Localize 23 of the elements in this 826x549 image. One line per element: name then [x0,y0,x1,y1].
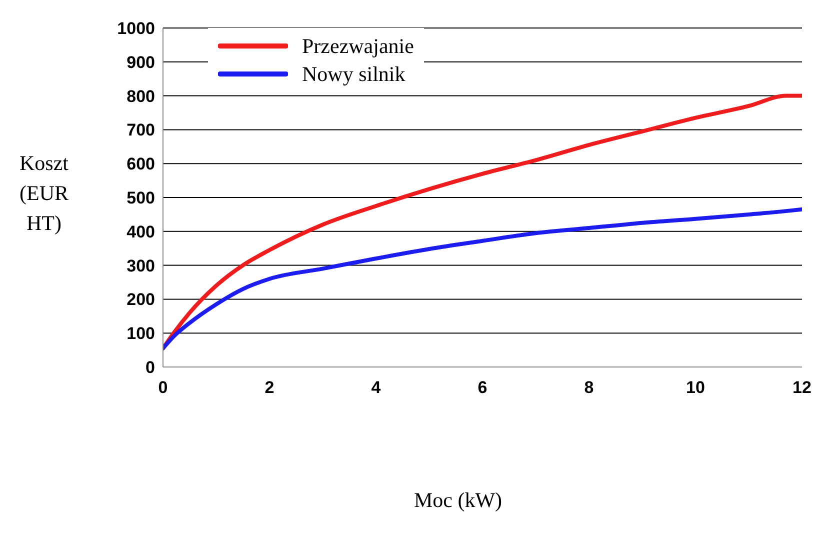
x-tick-label: 4 [371,378,382,398]
x-tick-label: 2 [264,378,274,398]
y-tick-label: 1000 [117,19,155,38]
y-tick-label: 800 [126,86,155,106]
x-tick-label: 12 [792,378,812,398]
y-tick-label: 0 [146,358,155,378]
x-tick-label: 8 [584,378,594,398]
legend-label: Nowy silnik [302,61,406,88]
line-series [163,207,802,350]
x-axis-title: Moc (kW) [412,488,504,513]
y-tick-label: 900 [126,52,155,72]
y-tick-label: 200 [126,290,155,310]
x-tick-label: 6 [478,378,488,398]
y-tick-label: 700 [126,120,155,140]
x-tick-label: 10 [686,378,705,398]
y-tick-label: 500 [126,188,155,208]
y-tick-label: 100 [126,324,155,344]
y-axis-title: Koszt (EUR HT) [18,150,70,237]
legend-label: Przezwajanie [302,33,414,60]
x-tick-label: 0 [158,378,168,398]
y-tick-label: 400 [126,222,155,242]
y-tick-label: 600 [126,154,155,174]
y-tick-label: 300 [126,256,155,276]
